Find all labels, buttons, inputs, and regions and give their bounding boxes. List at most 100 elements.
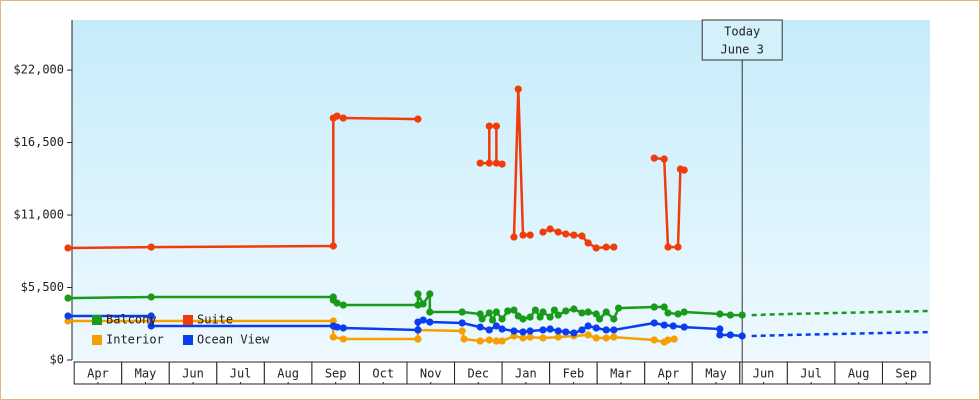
data-point — [650, 319, 658, 327]
legend-label: Interior — [106, 333, 164, 347]
data-point — [147, 243, 155, 251]
data-point — [510, 332, 518, 340]
data-point — [485, 336, 493, 344]
data-point — [147, 322, 155, 330]
data-point — [716, 310, 724, 318]
data-point — [610, 243, 618, 251]
data-point — [670, 335, 678, 343]
data-point — [333, 299, 341, 307]
data-point — [539, 308, 547, 316]
x-tick-label: Feb — [563, 367, 585, 381]
data-point — [485, 159, 493, 167]
data-point — [476, 159, 484, 167]
data-point — [488, 316, 497, 324]
series-line — [67, 289, 743, 324]
data-point — [458, 327, 466, 335]
data-point — [414, 115, 422, 123]
x-tick-label: Oct — [372, 367, 394, 381]
data-point — [674, 310, 682, 318]
data-point — [526, 313, 534, 321]
data-point — [562, 230, 570, 238]
data-point — [554, 311, 562, 319]
data-point — [519, 231, 527, 239]
data-point — [602, 334, 610, 342]
data-point — [64, 244, 72, 252]
data-point — [426, 290, 434, 298]
data-point — [64, 312, 72, 320]
forecast-line — [751, 309, 931, 317]
forecast-line — [751, 330, 931, 338]
today-label: Today — [724, 25, 760, 39]
data-point — [485, 309, 493, 317]
data-point — [554, 333, 562, 341]
data-point — [510, 327, 518, 335]
data-point — [592, 334, 600, 342]
data-point — [664, 243, 672, 251]
data-point — [458, 308, 466, 316]
data-point — [550, 306, 558, 314]
data-point — [339, 114, 347, 122]
data-point — [414, 326, 422, 334]
data-point — [595, 315, 604, 323]
data-point — [738, 332, 746, 340]
today-label: June 3 — [721, 43, 764, 57]
data-point — [539, 326, 547, 334]
data-point — [554, 228, 562, 236]
data-point — [478, 315, 486, 323]
data-point — [614, 304, 623, 312]
data-point — [592, 324, 600, 332]
data-point — [738, 311, 746, 319]
data-point — [680, 308, 688, 316]
data-point — [492, 159, 500, 167]
data-point — [726, 311, 734, 319]
data-point — [329, 317, 337, 325]
y-tick-label: $11,000 — [13, 208, 64, 222]
data-point — [64, 294, 72, 302]
data-point — [570, 305, 578, 313]
data-point — [660, 155, 668, 163]
data-point — [514, 85, 522, 93]
data-point — [526, 231, 534, 239]
data-point — [592, 244, 600, 252]
data-point — [570, 231, 578, 239]
x-tick-label: Apr — [658, 367, 680, 381]
x-tick-label: Jan — [515, 367, 537, 381]
data-point — [485, 326, 493, 334]
data-point — [504, 307, 512, 315]
data-point — [610, 333, 618, 341]
legend-swatch — [183, 335, 193, 345]
x-tick-label: Dec — [467, 367, 489, 381]
data-point — [610, 326, 618, 334]
data-point — [680, 166, 688, 174]
data-point — [419, 316, 427, 324]
data-point — [716, 331, 724, 339]
y-tick-label: $16,500 — [13, 135, 64, 149]
legend-swatch — [183, 315, 193, 325]
data-point — [458, 319, 466, 327]
data-point — [570, 329, 578, 337]
data-point — [147, 293, 155, 301]
data-point — [562, 307, 570, 315]
data-point — [546, 225, 554, 233]
data-point — [664, 309, 672, 317]
data-point — [498, 337, 506, 345]
legend-swatch — [92, 335, 102, 345]
data-point — [526, 327, 534, 335]
data-point — [476, 323, 484, 331]
data-point — [584, 331, 592, 339]
data-point — [519, 328, 527, 336]
data-point — [554, 327, 562, 335]
data-point — [526, 333, 534, 341]
data-point — [333, 112, 341, 120]
data-point — [546, 325, 554, 333]
data-point — [650, 336, 658, 344]
data-point — [546, 313, 554, 321]
data-point — [333, 323, 341, 331]
data-point — [460, 335, 468, 343]
x-tick-label: Sep — [325, 367, 347, 381]
x-tick-label: Jun — [182, 367, 204, 381]
data-point — [531, 306, 539, 314]
data-point — [498, 325, 506, 333]
x-tick-label: May — [705, 367, 727, 381]
data-point — [602, 243, 610, 251]
